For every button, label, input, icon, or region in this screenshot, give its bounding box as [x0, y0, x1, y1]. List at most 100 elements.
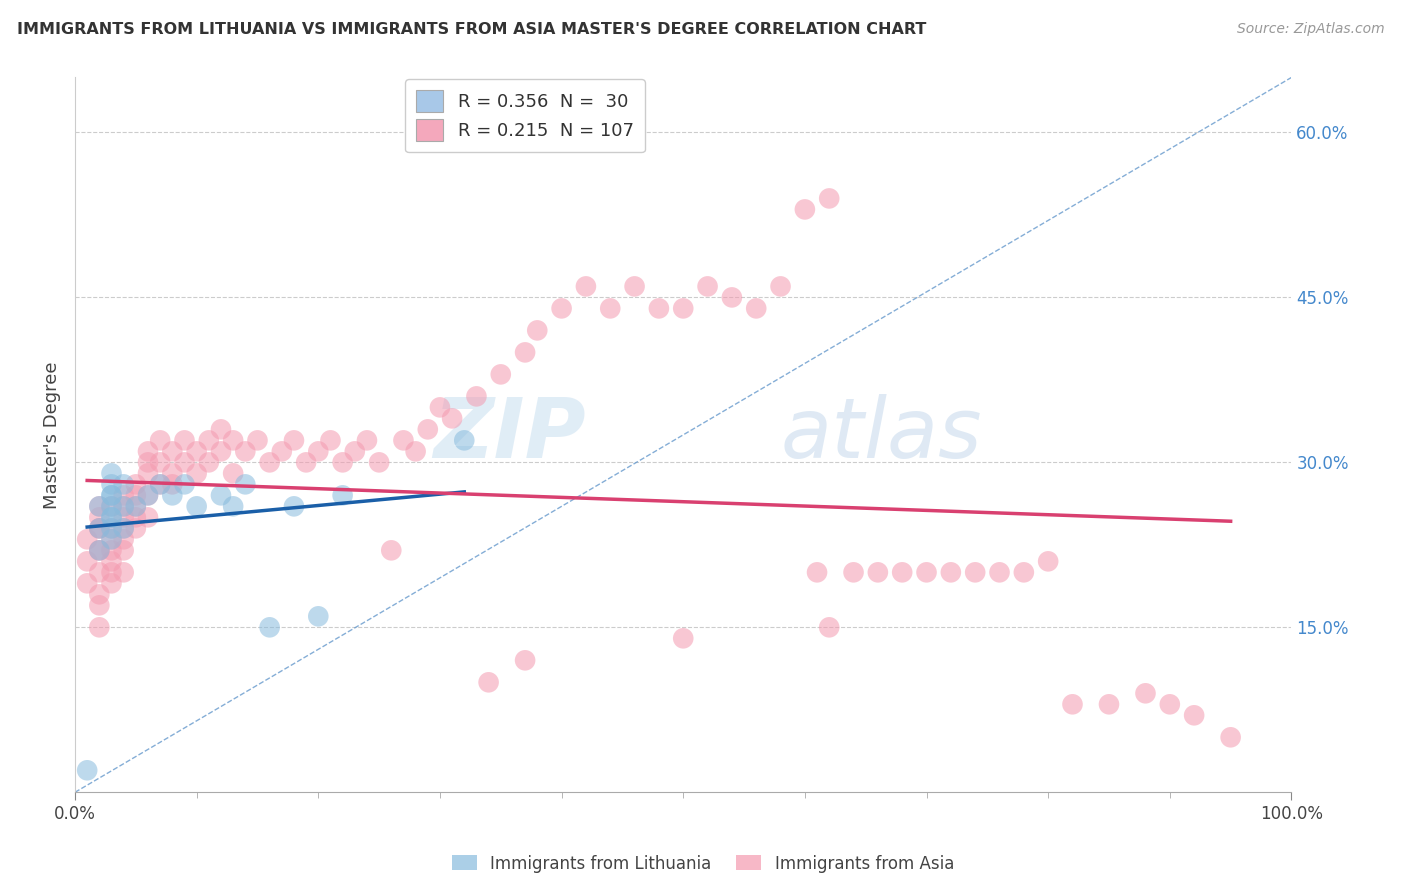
Point: [89, 566, 111, 580]
Point: [112, 521, 135, 535]
Point: [441, 411, 464, 425]
Point: [526, 323, 548, 337]
Point: [112, 510, 135, 524]
Point: [368, 455, 391, 469]
Point: [125, 488, 148, 502]
Point: [89, 500, 111, 514]
Point: [136, 444, 159, 458]
Point: [89, 620, 111, 634]
Point: [100, 488, 122, 502]
Point: [380, 543, 402, 558]
Point: [1012, 566, 1035, 580]
Point: [125, 477, 148, 491]
Point: [100, 533, 122, 547]
Point: [866, 566, 889, 580]
Point: [100, 576, 122, 591]
Point: [100, 488, 122, 502]
Point: [623, 279, 645, 293]
Point: [173, 455, 195, 469]
Point: [453, 434, 475, 448]
Point: [125, 500, 148, 514]
Point: [100, 521, 122, 535]
Point: [283, 434, 305, 448]
Point: [769, 279, 792, 293]
Point: [672, 301, 695, 316]
Point: [136, 467, 159, 481]
Point: [295, 455, 318, 469]
Point: [222, 434, 245, 448]
Point: [100, 543, 122, 558]
Point: [915, 566, 938, 580]
Point: [233, 444, 256, 458]
Point: [100, 566, 122, 580]
Point: [818, 620, 841, 634]
Point: [149, 477, 172, 491]
Point: [307, 444, 329, 458]
Point: [842, 566, 865, 580]
Point: [89, 500, 111, 514]
Point: [550, 301, 572, 316]
Point: [696, 279, 718, 293]
Point: [76, 554, 98, 568]
Point: [173, 434, 195, 448]
Point: [186, 444, 208, 458]
Point: [89, 599, 111, 613]
Point: [100, 500, 122, 514]
Point: [198, 455, 221, 469]
Point: [259, 455, 281, 469]
Text: Source: ZipAtlas.com: Source: ZipAtlas.com: [1237, 22, 1385, 37]
Point: [405, 444, 427, 458]
Point: [1062, 698, 1084, 712]
Point: [89, 543, 111, 558]
Point: [125, 521, 148, 535]
Point: [186, 467, 208, 481]
Point: [136, 488, 159, 502]
Point: [162, 467, 184, 481]
Point: [891, 566, 914, 580]
Point: [599, 301, 621, 316]
Point: [429, 401, 451, 415]
Point: [818, 191, 841, 205]
Point: [112, 533, 135, 547]
Point: [89, 521, 111, 535]
Point: [89, 521, 111, 535]
Point: [162, 488, 184, 502]
Point: [806, 566, 828, 580]
Point: [112, 500, 135, 514]
Point: [76, 533, 98, 547]
Point: [149, 455, 172, 469]
Point: [100, 500, 122, 514]
Point: [112, 500, 135, 514]
Point: [513, 345, 536, 359]
Point: [988, 566, 1011, 580]
Point: [136, 488, 159, 502]
Text: ZIP: ZIP: [433, 394, 586, 475]
Point: [489, 368, 512, 382]
Point: [162, 477, 184, 491]
Point: [513, 653, 536, 667]
Point: [270, 444, 292, 458]
Point: [478, 675, 501, 690]
Point: [100, 467, 122, 481]
Point: [246, 434, 269, 448]
Point: [89, 543, 111, 558]
Point: [209, 444, 232, 458]
Point: [186, 500, 208, 514]
Point: [1135, 686, 1157, 700]
Point: [136, 510, 159, 524]
Point: [259, 620, 281, 634]
Point: [149, 434, 172, 448]
Y-axis label: Master's Degree: Master's Degree: [44, 361, 60, 508]
Point: [198, 434, 221, 448]
Point: [100, 477, 122, 491]
Point: [332, 488, 354, 502]
Point: [356, 434, 378, 448]
Point: [233, 477, 256, 491]
Point: [575, 279, 598, 293]
Point: [648, 301, 671, 316]
Point: [222, 500, 245, 514]
Point: [162, 444, 184, 458]
Point: [100, 554, 122, 568]
Point: [307, 609, 329, 624]
Point: [209, 488, 232, 502]
